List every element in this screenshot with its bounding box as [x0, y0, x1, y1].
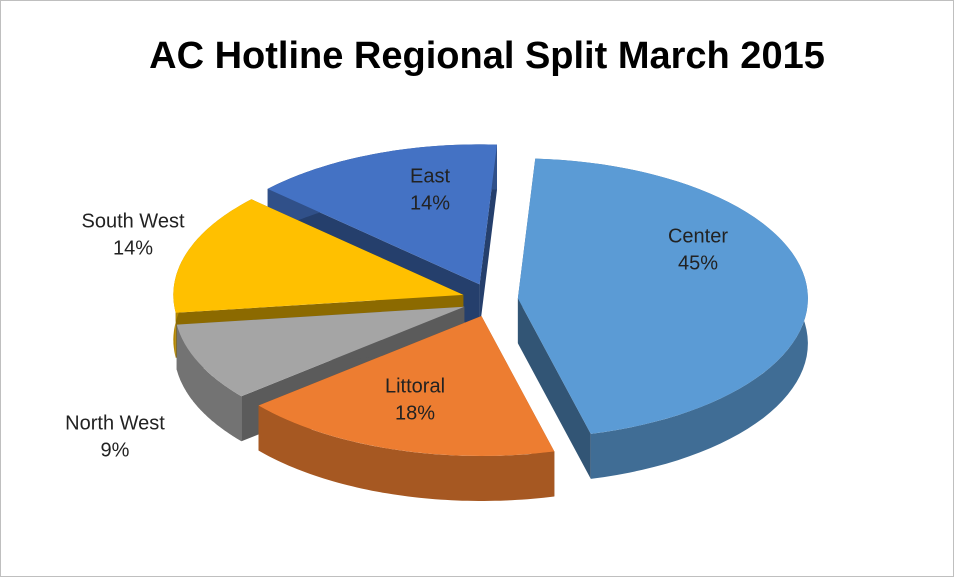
slice-label: East: [410, 165, 450, 187]
slice: [173, 199, 464, 313]
slice-side: [479, 144, 497, 330]
chart-title: AC Hotline Regional Split March 2015: [149, 35, 825, 77]
slice-side: [517, 298, 591, 479]
slice-label: North West: [65, 412, 165, 434]
slice: [267, 144, 498, 285]
slice-label: Littoral: [385, 375, 445, 397]
slice: [258, 315, 555, 456]
slice: [176, 306, 465, 397]
slice-value: 45%: [678, 252, 718, 274]
slice-edge: [176, 324, 242, 442]
slice-label: Center: [668, 225, 728, 247]
slice-edge: [258, 405, 555, 501]
slice-value: 14%: [410, 192, 450, 214]
slice: [517, 158, 808, 434]
slice-value: 14%: [113, 237, 153, 259]
slice-value: 9%: [101, 439, 130, 461]
slice-label: South West: [81, 210, 184, 232]
slice-value: 18%: [395, 402, 435, 424]
